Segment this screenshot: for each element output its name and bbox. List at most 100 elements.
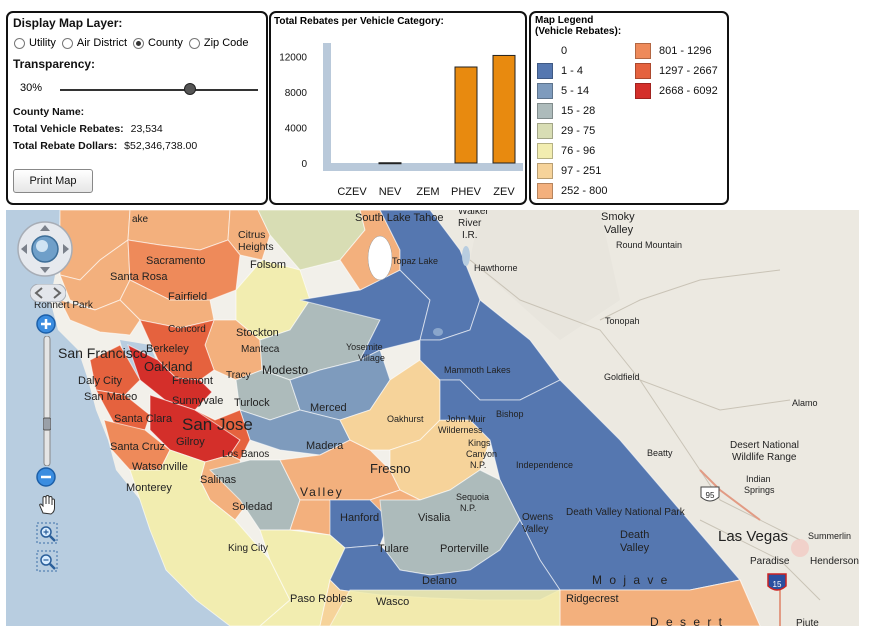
print-map-button[interactable]: Print Map <box>13 169 93 193</box>
us95-shield: 95 <box>700 486 720 502</box>
label-stockton: Stockton <box>236 327 279 339</box>
las-vegas-urban-area <box>791 539 809 557</box>
map-canvas[interactable]: 95 15 South Lake Tahoe Walker River I.R. S… <box>6 210 859 626</box>
label-san-mateo: San Mateo <box>84 391 137 403</box>
county-kern-south[interactable] <box>329 589 561 626</box>
legend-item: 252 - 800 <box>537 183 607 199</box>
transparency-slider[interactable] <box>60 89 258 91</box>
svg-text:95: 95 <box>706 491 715 500</box>
x-tick-label: PHEV <box>451 186 482 198</box>
zoom-out-button[interactable] <box>36 467 56 487</box>
label-manteca: Manteca <box>241 344 280 355</box>
label-watsonville: Watsonville <box>132 461 188 473</box>
county-san-benito-north[interactable] <box>194 409 251 461</box>
hand-icon <box>39 494 55 515</box>
radio-utility[interactable]: Utility <box>14 37 56 49</box>
zoom-in-button[interactable] <box>36 314 56 334</box>
legend-label: 0 <box>561 45 568 57</box>
label-citrus-heights: Citrus Heights <box>238 229 274 253</box>
legend-swatch <box>537 83 553 99</box>
legend-item: 76 - 96 <box>537 143 595 159</box>
zoom-slider[interactable] <box>42 335 52 467</box>
legend-panel: Map Legend (Vehicle Rebates): 0 1 - 4 5 - … <box>529 11 729 205</box>
bar-nev <box>378 162 402 165</box>
label-sequoia: Sequoia N.P. <box>456 492 489 513</box>
label-daly-city: Daly City <box>78 375 123 387</box>
label-salinas: Salinas <box>200 474 237 486</box>
label-las-vegas: Las Vegas <box>718 528 788 545</box>
mono-lake <box>433 328 443 336</box>
chart-title: Total Rebates per Vehicle Category: <box>274 16 444 27</box>
label-mammoth-lakes: Mammoth Lakes <box>444 365 511 375</box>
chart-axis <box>323 43 523 171</box>
zoom-box-in-tool[interactable] <box>36 522 58 544</box>
label-indian-springs: Indian Springs <box>744 474 775 495</box>
walker-lake <box>462 246 470 266</box>
legend-label: 2668 - 6092 <box>659 85 718 97</box>
radio-zip-code[interactable]: Zip Code <box>188 37 249 49</box>
label-round-mountain: Round Mountain <box>616 240 682 250</box>
chart-y-ticks: 0 4000 8000 12000 <box>279 52 307 170</box>
legend-label: 1 - 4 <box>561 65 584 77</box>
radio-zip-code-circle[interactable] <box>188 37 200 49</box>
radio-county-circle[interactable] <box>133 37 144 49</box>
label-porterville: Porterville <box>440 543 489 555</box>
legend-item: 97 - 251 <box>537 163 601 179</box>
transparency-slider-thumb[interactable] <box>184 83 196 95</box>
x-tick-label: NEV <box>379 186 402 198</box>
county-san-francisco[interactable] <box>89 344 141 396</box>
pan-hand-tool[interactable] <box>36 494 58 516</box>
chart-wall <box>323 43 331 167</box>
layer-radio-group: Utility Air District County Zip Code <box>14 37 255 49</box>
layer-panel: Display Map Layer: Utility Air District … <box>6 11 268 205</box>
county-layer[interactable] <box>59 210 761 626</box>
label-berkeley: Berkeley <box>146 343 189 355</box>
county-marin[interactable] <box>59 299 141 336</box>
label-merced: Merced <box>310 402 347 414</box>
y-tick-label: 8000 <box>285 88 308 99</box>
label-los-banos: Los Banos <box>222 449 269 460</box>
county-san-bernardino[interactable] <box>559 579 761 626</box>
label-delano: Delano <box>422 575 457 587</box>
legend-swatch <box>537 163 553 179</box>
legend-title: Map Legend (Vehicle Rebates): <box>535 15 621 37</box>
label-ridgecrest: Ridgecrest <box>566 593 619 605</box>
radio-utility-circle[interactable] <box>14 37 25 49</box>
legend-swatch <box>537 143 553 159</box>
label-santa-rosa: Santa Rosa <box>110 271 168 283</box>
label-sacramento: Sacramento <box>146 255 205 267</box>
history-arrows[interactable] <box>29 283 67 303</box>
legend-swatch <box>635 63 651 79</box>
map-svg[interactable]: 95 15 South Lake Tahoe Walker River I.R. S… <box>6 210 859 626</box>
zoom-box-out-tool[interactable] <box>36 550 58 572</box>
y-tick-label: 12000 <box>279 52 307 63</box>
label-king-city: King City <box>228 543 268 554</box>
radio-county[interactable]: County <box>133 37 183 49</box>
chart-x-labels: CZEV NEV ZEM PHEV ZEV <box>337 186 515 198</box>
label-mojave: M o j a v e <box>592 573 669 587</box>
label-soledad: Soledad <box>232 501 272 513</box>
label-tonopah: Tonopah <box>605 316 640 326</box>
chart-floor <box>323 163 523 171</box>
label-death-valley: Death Valley <box>620 529 650 554</box>
county-san-luis-obispo[interactable] <box>259 529 346 626</box>
legend-swatch <box>537 183 553 199</box>
zoom-out-icon <box>36 467 56 487</box>
label-goldfield: Goldfield <box>604 372 640 382</box>
label-fresno: Fresno <box>370 461 410 476</box>
pan-control[interactable] <box>16 220 74 278</box>
label-valley: Valley <box>300 485 344 499</box>
x-tick-label: ZEM <box>416 186 439 198</box>
x-tick-label: ZEV <box>493 186 515 198</box>
radio-zip-code-label: Zip Code <box>203 37 249 49</box>
label-owens-valley: Owens Valley <box>522 512 553 535</box>
vehicle-rebates-row: Total Vehicle Rebates: 23,534 <box>13 123 163 135</box>
county-alameda[interactable] <box>127 344 213 411</box>
history-arrows-graphic <box>29 283 67 303</box>
rebate-dollars-row: Total Rebate Dollars: $52,346,738.00 <box>13 140 197 152</box>
legend-label: 76 - 96 <box>561 145 596 157</box>
radio-air-district-circle[interactable] <box>61 37 73 49</box>
legend-label: 801 - 1296 <box>659 45 712 57</box>
radio-air-district[interactable]: Air District <box>61 37 127 49</box>
rebate-dollars-label: Total Rebate Dollars: <box>13 140 118 152</box>
